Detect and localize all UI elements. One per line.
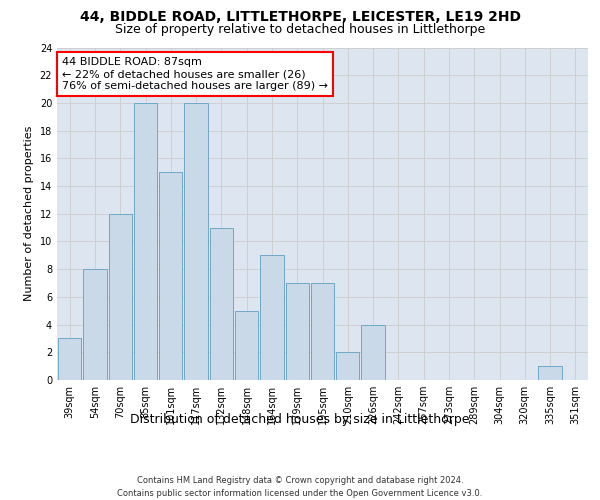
Bar <box>260 256 284 380</box>
Bar <box>336 352 359 380</box>
Bar <box>286 283 309 380</box>
Bar <box>109 214 132 380</box>
Text: Distribution of detached houses by size in Littlethorpe: Distribution of detached houses by size … <box>130 412 470 426</box>
Bar <box>159 172 182 380</box>
Bar <box>134 103 157 380</box>
Bar <box>361 324 385 380</box>
Text: Contains HM Land Registry data © Crown copyright and database right 2024.
Contai: Contains HM Land Registry data © Crown c… <box>118 476 482 498</box>
Bar <box>210 228 233 380</box>
Bar <box>311 283 334 380</box>
Bar <box>184 103 208 380</box>
Bar <box>235 310 258 380</box>
Text: 44 BIDDLE ROAD: 87sqm
← 22% of detached houses are smaller (26)
76% of semi-deta: 44 BIDDLE ROAD: 87sqm ← 22% of detached … <box>62 58 328 90</box>
Bar <box>58 338 81 380</box>
Text: Size of property relative to detached houses in Littlethorpe: Size of property relative to detached ho… <box>115 22 485 36</box>
Bar <box>538 366 562 380</box>
Bar <box>83 269 107 380</box>
Y-axis label: Number of detached properties: Number of detached properties <box>24 126 34 302</box>
Text: 44, BIDDLE ROAD, LITTLETHORPE, LEICESTER, LE19 2HD: 44, BIDDLE ROAD, LITTLETHORPE, LEICESTER… <box>79 10 521 24</box>
